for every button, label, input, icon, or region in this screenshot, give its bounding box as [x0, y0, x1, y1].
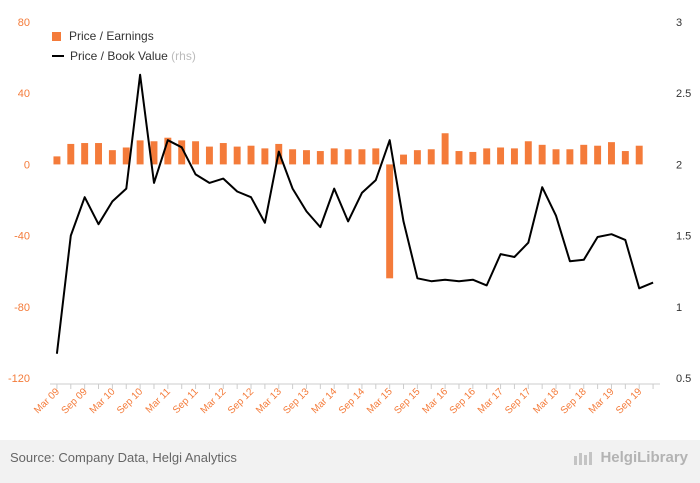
pe-bar	[538, 144, 546, 165]
y-right-tick-label: 2	[676, 159, 682, 171]
brand-name: HelgiLibrary	[600, 449, 688, 466]
y-left-tick-label: 80	[18, 17, 30, 29]
x-tick-label: Mar 11	[144, 386, 174, 416]
left-axis: 80 40 0 -40 -80 -120	[8, 17, 30, 385]
pe-bar	[386, 164, 394, 279]
x-tick-label: Sep 16	[448, 386, 478, 416]
pe-bar	[524, 141, 532, 165]
pe-bar	[303, 150, 310, 165]
pbv-line-series	[55, 73, 654, 354]
footer: Source: Company Data, Helgi Analytics He…	[0, 440, 700, 483]
pe-bar	[261, 148, 269, 165]
y-left-tick-label: 0	[24, 159, 30, 171]
x-tick-label: Sep 11	[171, 386, 201, 416]
pe-bar	[67, 143, 75, 165]
right-axis: 3 2.5 2 1.5 1 0.5	[676, 17, 691, 385]
x-tick-label: Sep 12	[226, 386, 256, 416]
x-tick-label: Mar 15	[365, 386, 395, 416]
pe-bar	[372, 148, 380, 165]
y-right-tick-label: 1	[676, 302, 682, 314]
pe-bar	[233, 146, 241, 165]
legend-item-pbv: Price / Book Value (rhs)	[52, 46, 196, 66]
y-left-tick-label: -120	[8, 373, 30, 385]
pe-bar	[136, 140, 144, 165]
pe-bar	[427, 149, 435, 165]
x-tick-label: Mar 13	[254, 386, 284, 416]
pe-bars	[53, 133, 643, 279]
x-tick-label: Sep 13	[281, 386, 311, 416]
pe-bar	[469, 151, 477, 165]
pe-bar	[247, 145, 255, 165]
x-tick-label: Sep 19	[614, 386, 644, 416]
pe-bar	[483, 148, 491, 165]
legend: Price / Earnings Price / Book Value (rhs…	[52, 26, 196, 66]
pe-bar	[330, 148, 338, 165]
legend-label-pbv: Price / Book Value	[70, 49, 168, 63]
pe-bar	[635, 145, 643, 165]
pe-bar	[205, 146, 213, 165]
pe-bar	[344, 149, 352, 165]
x-tick-label: Mar 09	[32, 386, 62, 416]
y-left-tick-label: 40	[18, 88, 30, 100]
x-tick-label: Sep 18	[559, 386, 589, 416]
x-tick-label: Sep 14	[337, 386, 367, 416]
x-tick-label: Sep 17	[503, 386, 533, 416]
pe-bar	[358, 149, 366, 165]
brand-logo: HelgiLibrary	[573, 449, 688, 466]
pe-bar	[192, 141, 200, 165]
pe-bar	[122, 147, 130, 165]
y-right-tick-label: 3	[676, 17, 682, 29]
x-tick-label: Mar 17	[476, 386, 506, 416]
source-note: Source: Company Data, Helgi Analytics	[10, 450, 237, 465]
pbv-line	[55, 73, 654, 354]
pe-bar	[219, 143, 227, 165]
pe-bar	[81, 143, 89, 165]
pe-bar	[289, 149, 297, 165]
y-left-tick-label: -80	[14, 302, 30, 314]
y-left-tick-label: -40	[14, 231, 30, 243]
x-tick-label: Mar 12	[199, 386, 229, 416]
x-tick-label: Mar 18	[531, 386, 561, 416]
pe-bar	[164, 137, 172, 165]
pe-bar	[400, 154, 407, 165]
pe-bar	[580, 144, 588, 165]
pe-bar	[594, 145, 602, 165]
x-tick-label: Mar 19	[587, 386, 617, 416]
pe-bar	[455, 151, 463, 165]
legend-item-pe: Price / Earnings	[52, 26, 196, 46]
x-tick-label: Mar 10	[88, 386, 118, 416]
pe-bar	[95, 143, 102, 165]
x-tick-label: Mar 16	[420, 386, 450, 416]
x-tick-label: Sep 15	[392, 386, 422, 416]
x-tick-label: Sep 09	[60, 386, 90, 416]
pe-bar	[441, 133, 449, 165]
x-tick-label: Sep 10	[115, 386, 145, 416]
pe-bar	[608, 142, 615, 165]
pe-bar	[150, 141, 158, 165]
pe-bar	[552, 149, 560, 165]
x-tick-label: Mar 14	[310, 386, 340, 416]
pe-bar	[510, 148, 518, 165]
pe-bar	[53, 156, 61, 165]
legend-label-pbv-suffix: (rhs)	[171, 49, 196, 63]
legend-label-pe: Price / Earnings	[69, 29, 154, 43]
legend-swatch-pbv	[52, 55, 64, 57]
y-right-tick-label: 0.5	[676, 373, 691, 385]
pe-bar	[178, 140, 186, 165]
y-right-tick-label: 1.5	[676, 231, 691, 243]
y-right-tick-label: 2.5	[676, 88, 691, 100]
pe-bar	[566, 149, 574, 165]
library-icon	[574, 451, 593, 465]
pe-bar	[621, 151, 629, 165]
pe-bar	[108, 150, 116, 165]
pe-bar	[497, 147, 505, 165]
pe-bar	[413, 150, 421, 165]
pe-bar	[316, 151, 324, 165]
legend-swatch-pe	[52, 31, 61, 41]
